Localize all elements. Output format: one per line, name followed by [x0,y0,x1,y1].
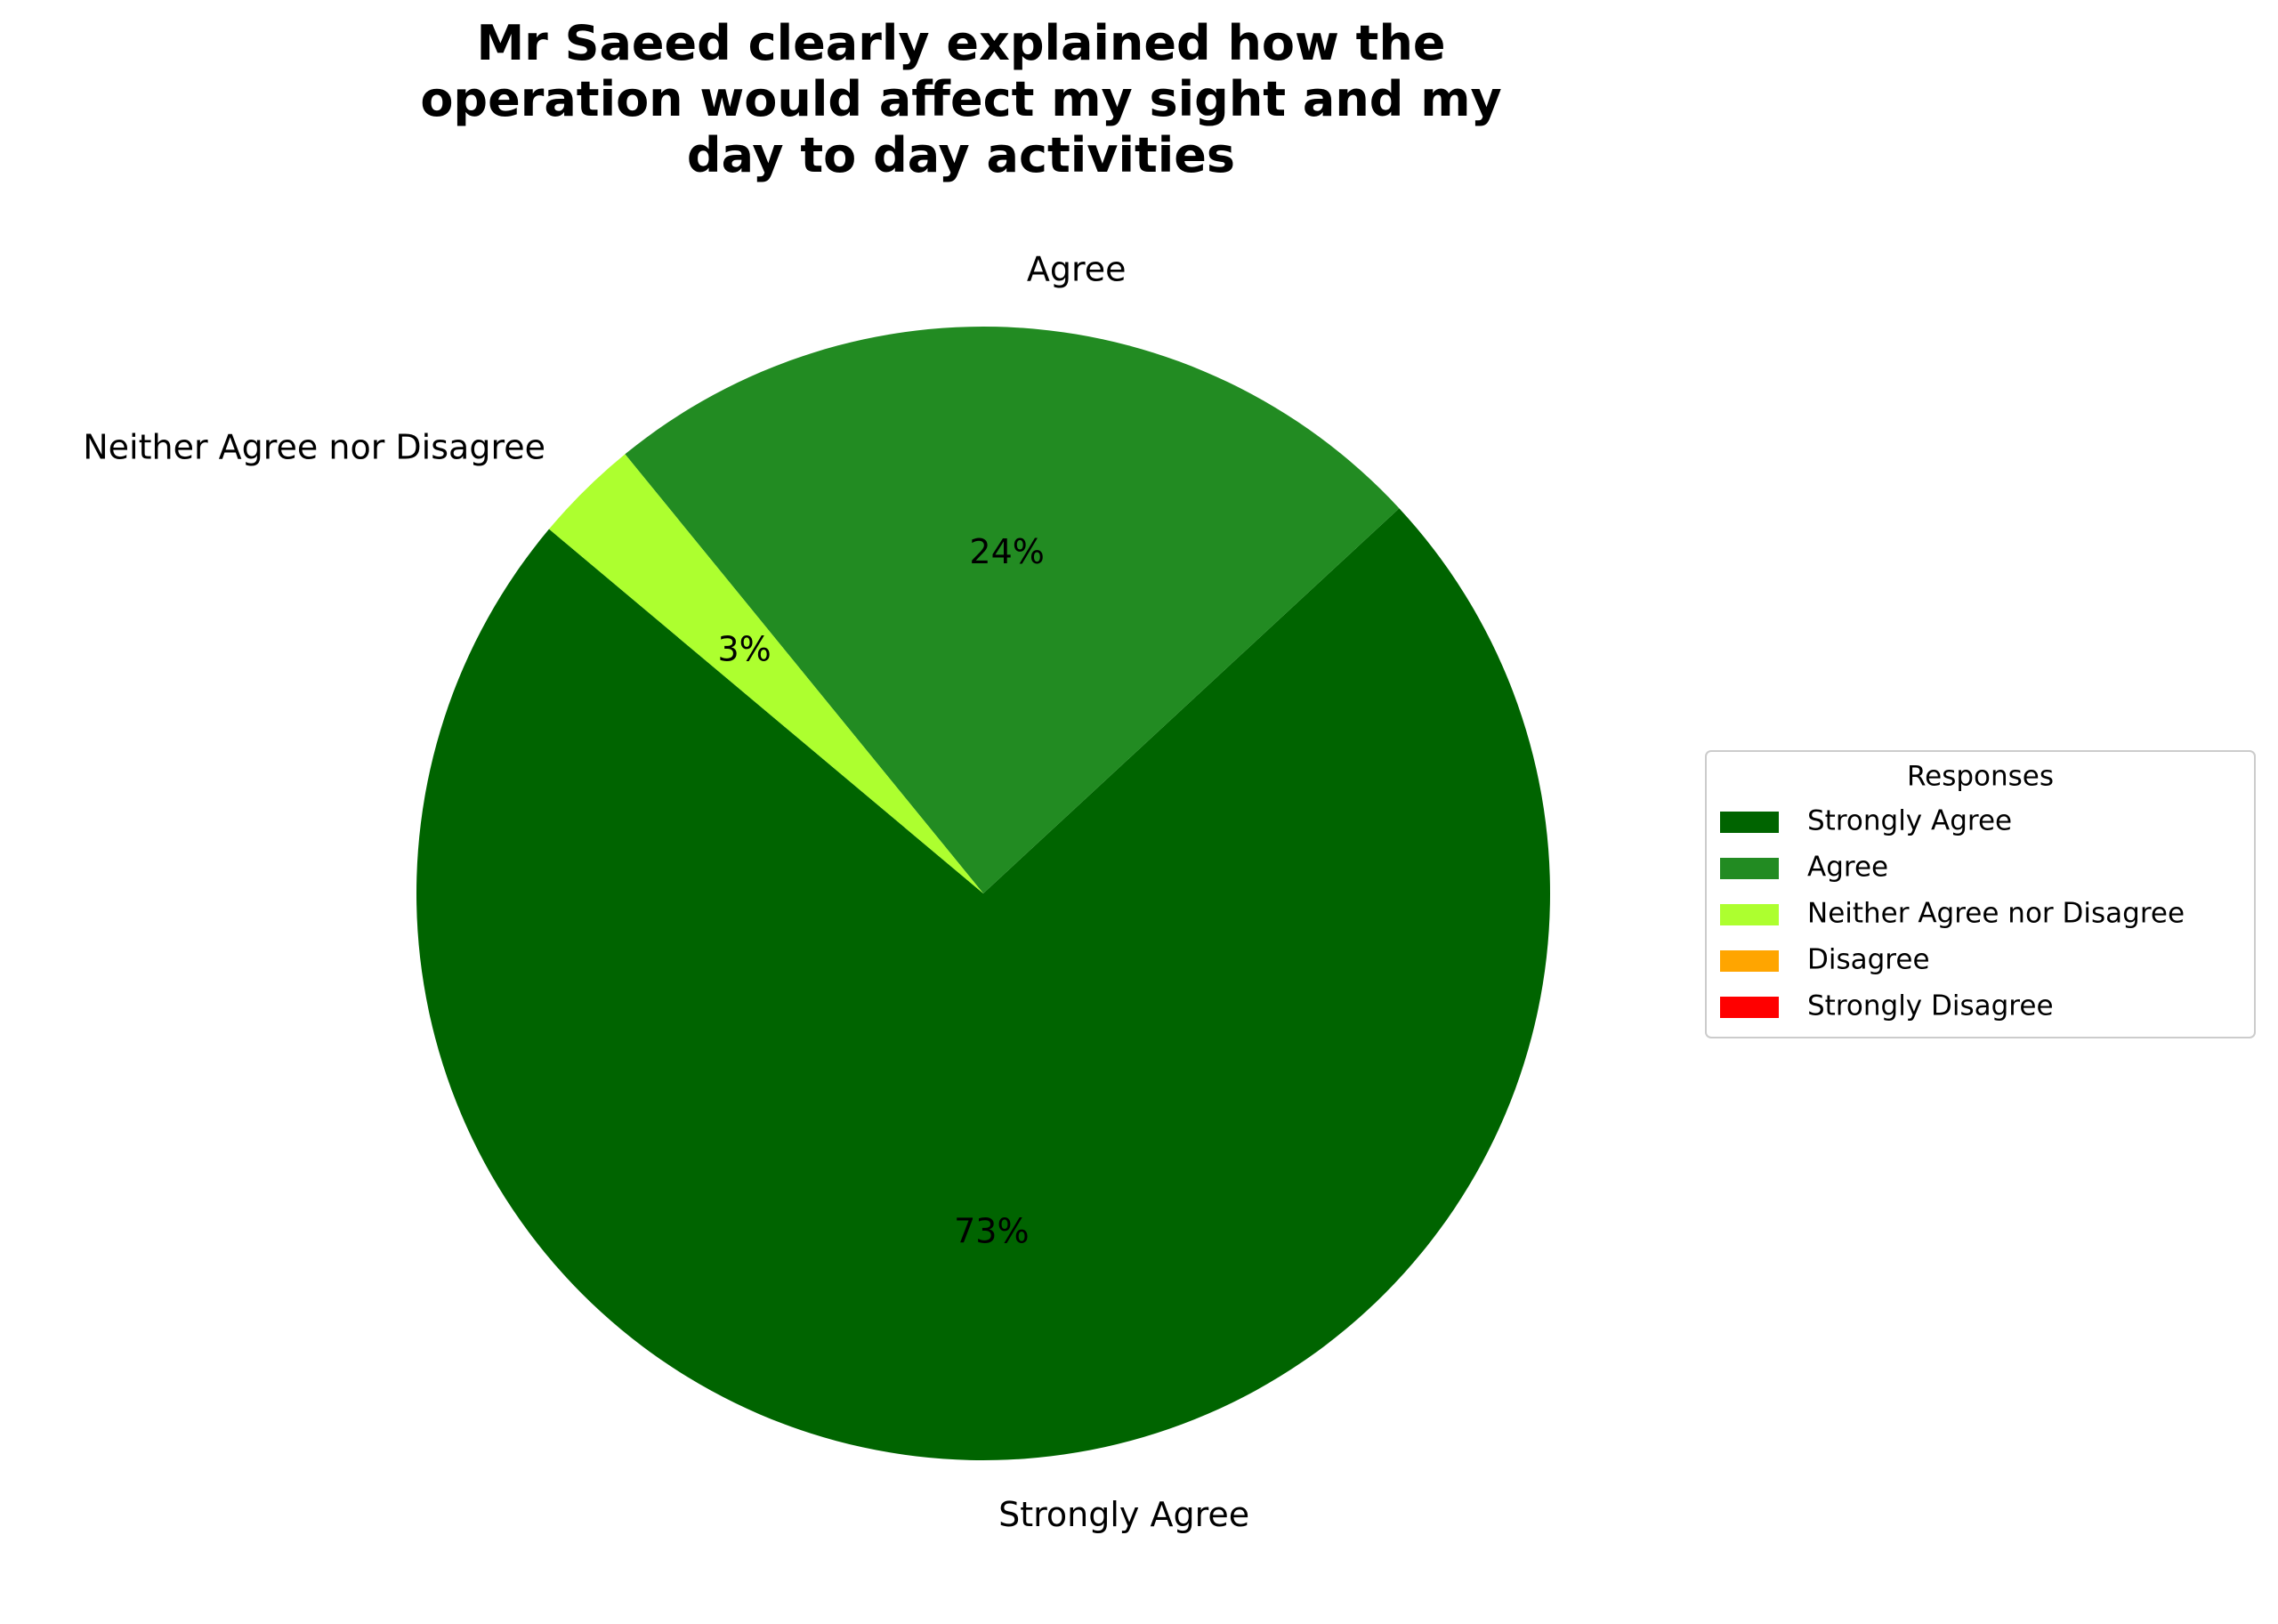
legend-label: Neither Agree nor Disagree [1807,898,2185,930]
pie-slice [625,327,1400,893]
legend-swatch [1720,858,1779,879]
legend-label: Strongly Agree [1807,805,2012,837]
percent-label: 73% [954,1212,1029,1251]
legend-swatch [1720,950,1779,972]
chart-title: Mr Saeed clearly explained how the operat… [420,15,1501,183]
percent-label: 24% [969,532,1044,571]
legend-box [1705,750,2256,1038]
legend-label: Disagree [1807,944,1930,976]
pie-slice [549,454,983,893]
legend-swatch [1720,904,1779,925]
legend-title: Responses [1907,761,2054,793]
legend-swatch [1720,997,1779,1018]
slice-label: Strongly Agree [998,1495,1249,1534]
legend-label: Strongly Disagree [1807,990,2054,1022]
legend-swatch [1720,812,1779,833]
percent-label: 3% [717,629,771,668]
slice-label: Neither Agree nor Disagree [83,428,545,467]
legend-label: Agree [1807,852,1888,884]
slice-label: Agree [1027,250,1127,289]
pie-slice [416,508,1551,1461]
